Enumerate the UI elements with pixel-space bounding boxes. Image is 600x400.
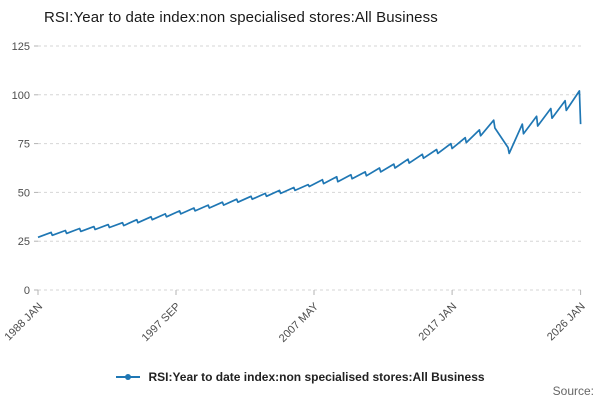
x-tick-label: 2017 JAN <box>417 301 460 344</box>
legend-item[interactable]: RSI:Year to date index:non specialised s… <box>0 370 600 384</box>
legend-line-marker-icon <box>116 374 141 380</box>
x-tick-label: 2026 JAN <box>545 301 588 344</box>
y-tick-label: 25 <box>18 236 30 248</box>
page-title: RSI:Year to date index:non specialised s… <box>44 9 438 26</box>
series-line[interactable] <box>37 90 582 239</box>
chart-canvas: 0 25 50 75 100 125 1988 JAN 1997 SEP 2007 MAY 201… <box>2 41 588 345</box>
y-tick-label: 125 <box>12 41 30 53</box>
source-label: Source: <box>552 384 594 398</box>
y-tick-label: 100 <box>12 90 30 102</box>
y-tick-label: 0 <box>24 285 30 297</box>
y-tick-label: 50 <box>18 187 30 199</box>
x-tick-label: 1997 SEP <box>140 301 184 345</box>
x-tick-label: 2007 MAY <box>277 300 322 345</box>
y-tick-label: 75 <box>18 139 30 151</box>
legend-label: RSI:Year to date index:non specialised s… <box>148 370 485 384</box>
x-tick-label: 1988 JAN <box>2 301 45 344</box>
